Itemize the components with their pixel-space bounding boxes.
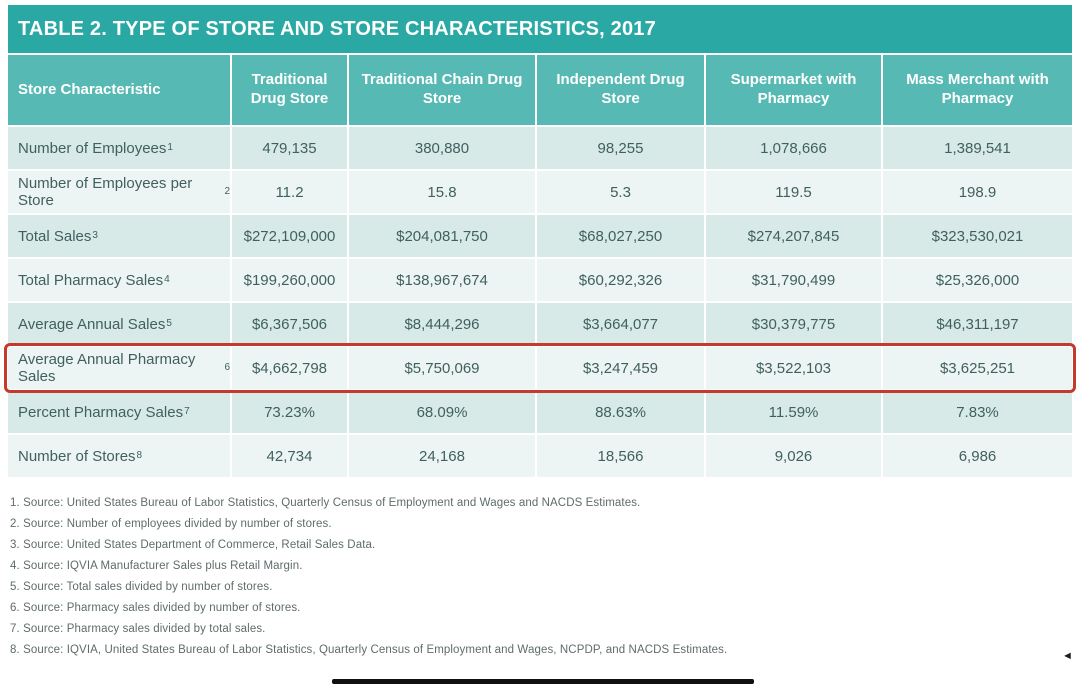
footnote-8: 8. Source: IQVIA, United States Bureau o… [10,644,728,656]
cell-value: 68.09% [349,391,535,433]
cell-value: 1,078,666 [706,127,881,169]
row-label: Total Sales 3 [8,215,230,257]
table-row-total-sales: Total Sales 3 $272,109,000 $204,081,750 $… [8,215,1072,257]
cell-value: $5,750,069 [349,347,535,389]
cell-value: 18,566 [537,435,704,477]
footnotes-block: 1. Source: United States Bureau of Labor… [8,493,1072,661]
cell-value: $199,260,000 [232,259,347,301]
cell-value: 7.83% [883,391,1072,433]
cell-value: 198.9 [883,171,1072,213]
cell-value: 15.8 [349,171,535,213]
cell-value: $30,379,775 [706,303,881,345]
footnote-ref: 2 [224,186,230,197]
cell-value: 98,255 [537,127,704,169]
table-title: TABLE 2. TYPE OF STORE AND STORE CHARACT… [18,17,656,40]
footnote-4: 4. Source: IQVIA Manufacturer Sales plus… [10,560,303,572]
bottom-black-bar [332,679,754,684]
cell-value: 11.2 [232,171,347,213]
table-row-percent-pharmacy-sales: Percent Pharmacy Sales 7 73.23% 68.09% 88… [8,391,1072,433]
cell-value: 88.63% [537,391,704,433]
table-row-number-of-employees: Number of Employees 1 479,135 380,880 98,… [8,127,1072,169]
table-header-row: Store Characteristic Traditional Drug St… [8,55,1072,125]
cell-value: $3,625,251 [883,347,1072,389]
footnote-3: 3. Source: United States Department of C… [10,539,376,551]
cell-value: 42,734 [232,435,347,477]
cell-value: $25,326,000 [883,259,1072,301]
cell-value: $138,967,674 [349,259,535,301]
cell-value: 9,026 [706,435,881,477]
table-row-average-annual-sales: Average Annual Sales 5 $6,367,506 $8,444,… [8,303,1072,345]
cell-value: 380,880 [349,127,535,169]
cell-value: $323,530,021 [883,215,1072,257]
footnote-5: 5. Source: Total sales divided by number… [10,581,273,593]
footnote-7: 7. Source: Pharmacy sales divided by tot… [10,623,266,635]
footnote-ref: 4 [164,274,170,285]
cell-value: $60,292,326 [537,259,704,301]
column-header-traditional-chain-drug-store: Traditional Chain Drug Store [349,55,535,125]
cell-value: $3,522,103 [706,347,881,389]
column-header-mass-merchant-with-pharmacy: Mass Merchant with Pharmacy [883,55,1072,125]
row-label: Average Annual Sales 5 [8,303,230,345]
cell-value: $272,109,000 [232,215,347,257]
cell-value: 1,389,541 [883,127,1072,169]
table-row-number-of-stores: Number of Stores 8 42,734 24,168 18,566 9… [8,435,1072,477]
column-header-supermarket-with-pharmacy: Supermarket with Pharmacy [706,55,881,125]
footnote-ref: 6 [224,362,230,373]
column-header-store-characteristic: Store Characteristic [8,55,230,125]
cell-value: 24,168 [349,435,535,477]
row-label: Average Annual Pharmacy Sales 6 [8,347,230,389]
cell-value: $4,662,798 [232,347,347,389]
table-title-bar: TABLE 2. TYPE OF STORE AND STORE CHARACT… [8,5,1072,53]
cell-value: $31,790,499 [706,259,881,301]
cell-value: 5.3 [537,171,704,213]
cell-value: $8,444,296 [349,303,535,345]
footnote-ref: 7 [184,406,190,417]
cell-value: $204,081,750 [349,215,535,257]
cell-value: $274,207,845 [706,215,881,257]
report-page: TABLE 2. TYPE OF STORE AND STORE CHARACT… [4,5,1076,661]
footnote-ref: 5 [166,318,172,329]
table-row-total-pharmacy-sales: Total Pharmacy Sales 4 $199,260,000 $138,… [8,259,1072,301]
cell-value: $68,027,250 [537,215,704,257]
row-label: Number of Employees per Store 2 [8,171,230,213]
row-label: Number of Stores 8 [8,435,230,477]
table-row-employees-per-store: Number of Employees per Store 2 11.2 15.8… [8,171,1072,213]
footnote-ref: 1 [167,142,173,153]
cell-value: $46,311,197 [883,303,1072,345]
cell-value: 479,135 [232,127,347,169]
cell-value: $3,664,077 [537,303,704,345]
cell-value: $6,367,506 [232,303,347,345]
cell-value: 11.59% [706,391,881,433]
row-label: Total Pharmacy Sales 4 [8,259,230,301]
row-label: Percent Pharmacy Sales 7 [8,391,230,433]
footnote-ref: 8 [136,450,143,461]
cursor-arrow-icon: ◄ [1062,650,1073,662]
column-header-independent-drug-store: Independent Drug Store [537,55,704,125]
cell-value: 119.5 [706,171,881,213]
footnote-6: 6. Source: Pharmacy sales divided by num… [10,602,301,614]
footnote-ref: 3 [92,230,98,241]
table-row-average-annual-pharmacy-sales-highlighted: Average Annual Pharmacy Sales 6 $4,662,79… [4,343,1076,393]
footnote-2: 2. Source: Number of employees divided b… [10,518,332,530]
row-label: Number of Employees 1 [8,127,230,169]
cell-value: $3,247,459 [537,347,704,389]
column-header-traditional-drug-store: Traditional Drug Store [232,55,347,125]
cell-value: 6,986 [883,435,1072,477]
cell-value: 73.23% [232,391,347,433]
footnote-1: 1. Source: United States Bureau of Labor… [10,497,641,509]
